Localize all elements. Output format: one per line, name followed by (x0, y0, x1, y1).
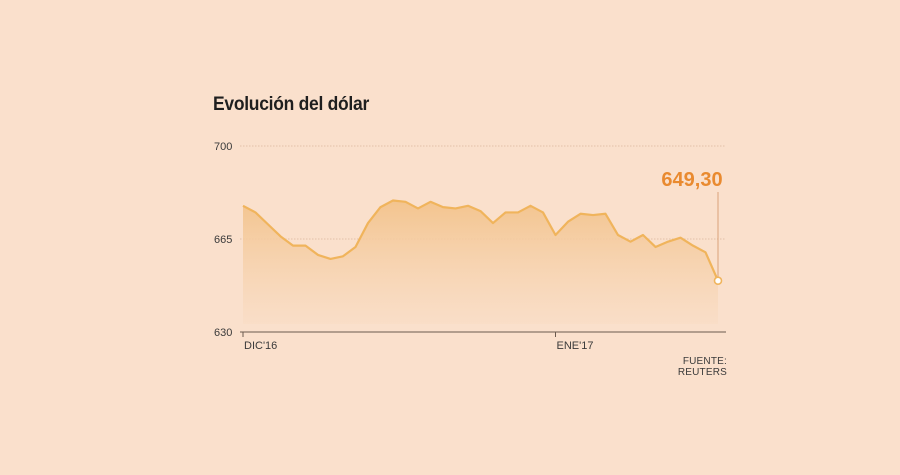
series-area (243, 200, 718, 324)
y-tick-label: 700 (214, 141, 232, 153)
x-tick-label: ENE'17 (557, 340, 594, 352)
source-note: FUENTE: REUTERS (677, 356, 727, 378)
x-tick-labels: DIC'16 ENE'17 (242, 332, 594, 352)
y-tick-label: 665 (214, 234, 232, 246)
last-data-point (713, 276, 723, 286)
x-tick-label: DIC'16 (244, 340, 277, 352)
y-tick-labels: 700 665 630 (214, 141, 232, 339)
last-value-label: 649,30 (661, 169, 722, 191)
y-tick-label: 630 (214, 327, 232, 339)
series-line (242, 199, 720, 282)
chart-title: Evolución del dólar (213, 94, 369, 115)
